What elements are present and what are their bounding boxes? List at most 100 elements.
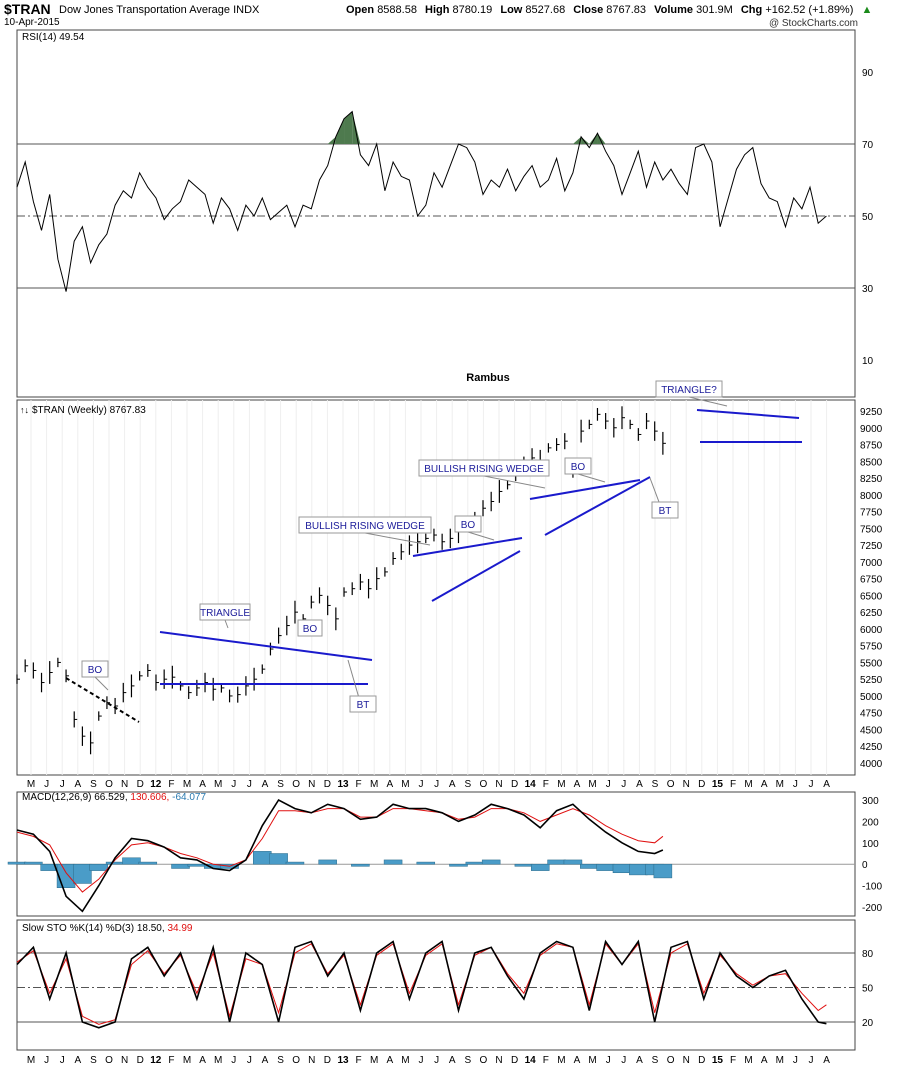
price-axis-label: F [356,779,362,790]
open-value: 8588.58 [377,4,417,16]
bottom-axis-label: O [292,1055,300,1066]
bottom-axis-label: F [543,1055,549,1066]
callout-label: BT [357,700,370,711]
callout-box [418,459,550,477]
macd-histogram-bar [547,859,566,865]
price-axis-label: M [557,779,565,790]
price-axis-label: 13 [337,779,349,790]
rsi-overbought-fill [335,118,345,144]
pattern-line [529,479,641,500]
callout-pointer [688,396,728,407]
rsi-overbought-fill [344,111,353,144]
pattern-line [159,631,373,661]
pattern-line [412,537,523,557]
callout-box [454,515,482,533]
quote-summary: Open 8588.58 High 8780.19 Low 8527.68 Cl… [346,4,872,16]
callout-pointer [483,475,546,489]
sto-k-line [16,939,827,1029]
bottom-axis-label: N [121,1055,128,1066]
annotation-callout: TRIANGLE? [655,380,728,407]
rsi-tick-label: 50 [862,212,874,223]
annotation-callout: BO [297,619,323,637]
macd-histogram-bar [138,861,158,865]
price-tick-label: 5750 [860,642,883,653]
macd-tick-label: 300 [862,796,879,807]
price-axis-label: D [511,779,518,790]
macd-histogram-bar [171,863,190,869]
price-legend: $TRAN (Weekly) 8767.83 [32,405,146,416]
price-axis-label: 14 [525,779,537,790]
macd-tick-label: 0 [862,860,868,871]
price-axis-label: 15 [712,779,724,790]
annotation-callout: TRIANGLE [199,603,251,629]
price-tick-label: 4250 [860,742,883,753]
price-axis-label: N [495,779,502,790]
rsi-overbought-fill [581,136,590,144]
price-tick-label: 7000 [860,558,883,569]
macd-histogram-bar [612,863,632,874]
price-tick-label: 9000 [860,424,883,435]
macd-histogram-bar [269,853,288,865]
bottom-axis-label: J [793,1055,798,1066]
rsi-overbought-fill [572,136,582,144]
macd-legend-macd: MACD(12,26,9) 66.529, [22,792,130,803]
rsi-legend: RSI(14) 49.54 [22,32,85,43]
price-bars-icon: ↑↓ [20,405,29,415]
price-axis-label: S [277,779,284,790]
callout-box [199,603,251,621]
rambus-label: Rambus [466,372,509,384]
price-tick-label: 8000 [860,491,883,502]
sto-legend-d: 34.99 [167,923,192,934]
macd-histogram-bar [122,857,141,865]
chg-arrow-icon: ▲ [861,4,873,16]
price-axis-label: A [449,779,456,790]
macd-histogram-bar [563,859,583,865]
price-axis-label: A [574,779,581,790]
macd-histogram-bar [56,863,76,888]
volume-value: 301.9M [696,4,733,16]
price-axis-label: M [183,779,191,790]
callout-label: BULLISH RISING WEDGE [424,464,544,475]
bottom-axis-label: O [480,1055,488,1066]
callout-label: BO [303,624,318,635]
macd-histogram-bar [383,859,403,865]
price-axis-label: M [588,779,596,790]
macd-legend-signal: 130.606, [130,792,172,803]
price-axis-label: M [744,779,752,790]
macd-histogram-bar [73,863,92,884]
price-axis-label: O [667,779,675,790]
price-axis-label: A [636,779,643,790]
bottom-axis-label: 15 [712,1055,724,1066]
callout-box [298,516,432,534]
rsi-line [16,110,827,292]
price-axis-label: D [324,779,331,790]
callout-label: BULLISH RISING WEDGE [305,521,425,532]
price-axis-label: N [683,779,690,790]
macd-legend: MACD(12,26,9) 66.529, 130.606, -64.077 [22,792,206,803]
bottom-axis-label: A [636,1055,643,1066]
price-axis-label: F [543,779,549,790]
bottom-axis-label: N [495,1055,502,1066]
price-tick-label: 7750 [860,508,883,519]
annotation-callout: BO [81,660,109,691]
annotation-callout: BO [454,515,495,541]
macd-legend-hist: -64.077 [172,792,206,803]
price-axis-label: J [621,779,626,790]
price-axis-label: J [247,779,252,790]
quote-date: 10-Apr-2015 [4,17,60,28]
sto-tick-label: 80 [862,949,874,960]
price-axis-label: M [370,779,378,790]
bottom-axis-label: J [60,1055,65,1066]
bottom-axis-label: J [809,1055,814,1066]
price-axis-label: D [698,779,705,790]
bottom-axis-label: J [231,1055,236,1066]
price-axis-label: S [652,779,659,790]
callout-box [651,501,679,519]
sto-d-line [16,942,827,1025]
price-axis-label: J [44,779,49,790]
macd-histogram-bar [24,861,43,865]
callout-label: BO [571,462,586,473]
price-tick-label: 6000 [860,625,883,636]
low-label: Low [500,4,523,16]
bottom-axis-label: M [183,1055,191,1066]
